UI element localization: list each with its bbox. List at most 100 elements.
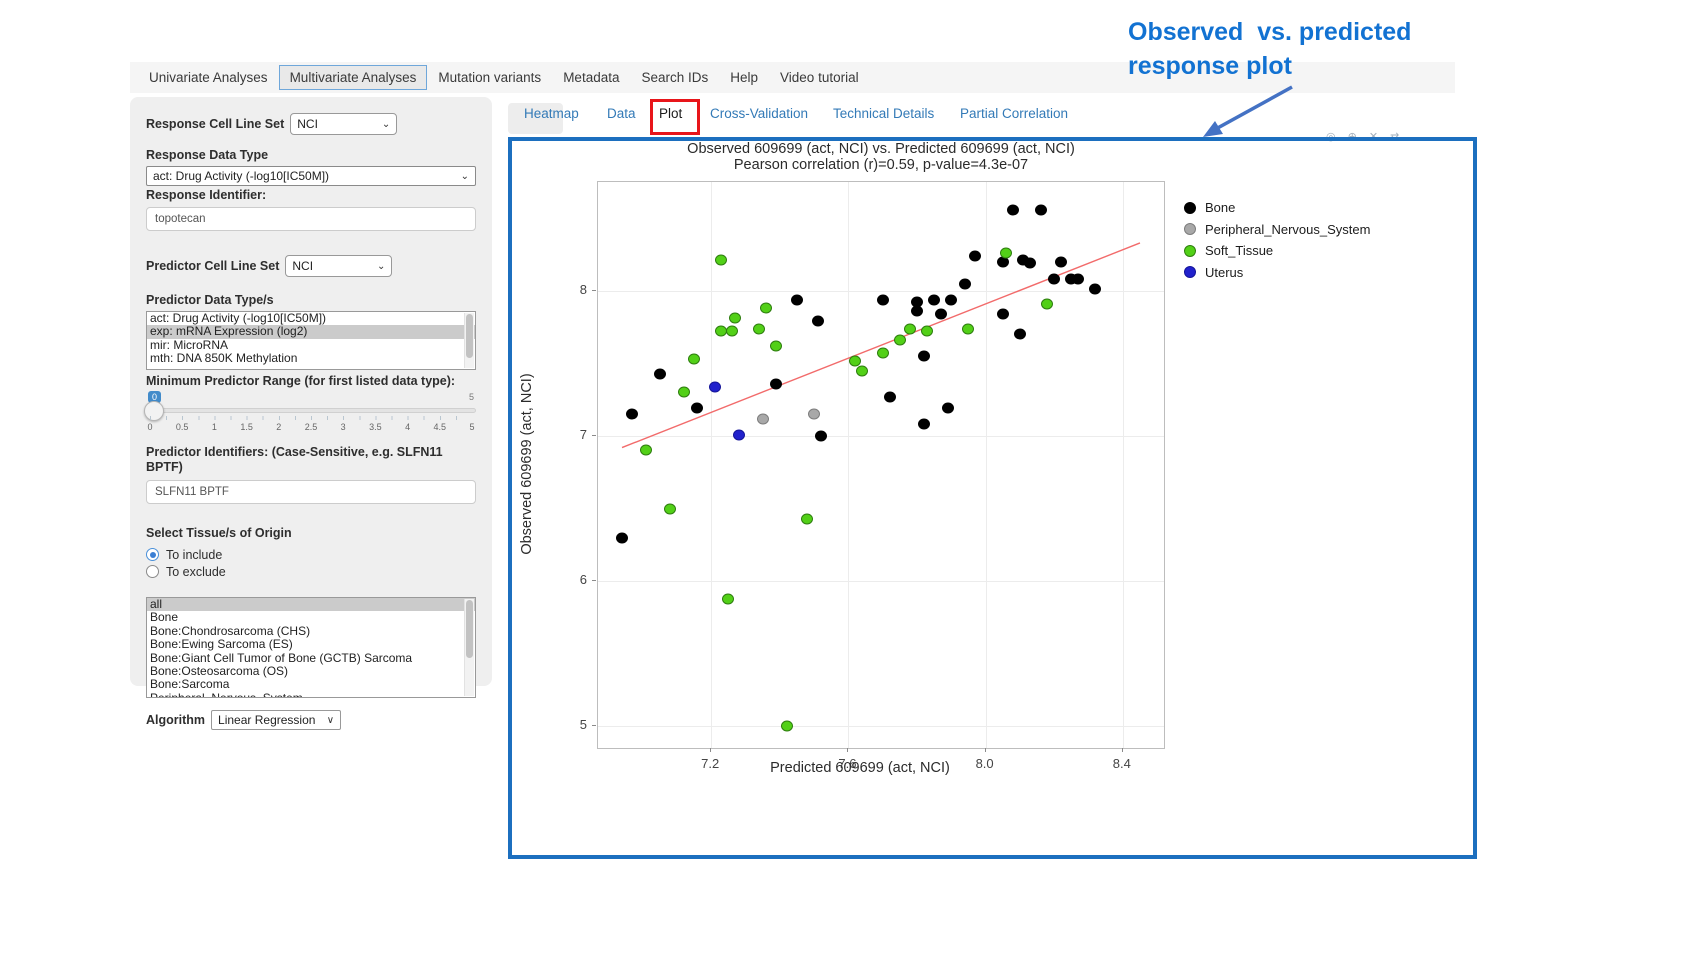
listbox-option-bone-sarcoma[interactable]: Bone:Sarcoma (150, 677, 230, 692)
radio-to-exclude[interactable]: To exclude (146, 563, 476, 580)
radio-button-icon[interactable] (146, 565, 159, 578)
gridline-y-6 (598, 581, 1164, 583)
listbox-option-bone-chondrosarcoma-chs[interactable]: Bone:Chondrosarcoma (CHS) (150, 623, 311, 638)
y-axis-title: Observed 609699 (act, NCI) (519, 373, 535, 555)
listbox-option-bone[interactable]: Bone (150, 610, 179, 625)
data-point-bone (935, 308, 948, 320)
slider-tick-3: 3 (340, 422, 346, 432)
data-point-bone (1089, 283, 1102, 295)
algorithm-select[interactable]: Linear Regression ∨ (211, 710, 342, 730)
response-identifier-input[interactable]: topotecan (146, 207, 476, 231)
response-cell-line-set-select[interactable]: NCI ⌄ (290, 113, 398, 135)
legend-item-peripheral-nervous-system[interactable]: Peripheral_Nervous_System (1184, 219, 1370, 241)
x-tick-mark (984, 748, 986, 752)
gridline-x-8.4 (1122, 182, 1124, 748)
predictor-cell-line-set-select[interactable]: NCI ⌄ (285, 255, 393, 277)
listbox-scrollbar[interactable] (464, 599, 474, 696)
response-data-type-select[interactable]: act: Drug Activity (-log10[IC50M]) ⌄ (146, 166, 476, 186)
nav-tab-help[interactable]: Help (730, 70, 759, 85)
listbox-option-peripheral-nervous-system[interactable]: Peripheral_Nervous_System (150, 690, 303, 698)
nav-tab-video-tutorial[interactable]: Video tutorial (780, 70, 859, 85)
data-point-bone (811, 315, 824, 327)
data-point-soft-tissue (677, 386, 690, 398)
x-tick-mark (710, 748, 712, 752)
chart-plot-panel (597, 181, 1165, 749)
legend-label: Bone (1205, 200, 1236, 216)
listbox-option-bone-ewing-sarcoma-es[interactable]: Bone:Ewing Sarcoma (ES) (150, 637, 293, 652)
slider-tick-5: 5 (469, 422, 475, 432)
listbox-option-act-drug-activity-log10-ic50m[interactable]: act: Drug Activity (-log10[IC50M]) (150, 311, 327, 325)
data-point-soft-tissue (664, 503, 677, 515)
listbox-option-bone-giant-cell-tumor-of-bone-gctb-sarcoma[interactable]: Bone:Giant Cell Tumor of Bone (GCTB) Sar… (150, 650, 413, 665)
close-icon[interactable]: ✕ (1368, 131, 1379, 143)
data-point-soft-tissue (688, 353, 701, 365)
subtab-heatmap[interactable]: Heatmap (524, 106, 579, 121)
listbox-option-mir-microrna[interactable]: mir: MicroRNA (150, 337, 228, 352)
subtab-plot[interactable]: Plot (659, 106, 683, 121)
nav-tab-metadata[interactable]: Metadata (563, 70, 620, 85)
slider-tick-labels: 0 0.5 1 1.5 2 2.5 3 3.5 4 4.5 5 (147, 422, 475, 434)
data-point-bone (1055, 256, 1068, 268)
slider-tick-0: 0 (147, 422, 153, 432)
subtab-cross-validation[interactable]: Cross-Validation (710, 106, 809, 121)
data-point-soft-tissue (760, 302, 773, 314)
scrollbar-thumb[interactable] (466, 314, 473, 358)
slider-tick-4: 4 (405, 422, 411, 432)
gridline-x-7.6 (848, 182, 850, 748)
subtab-technical-details[interactable]: Technical Details (833, 106, 935, 121)
y-tick-label: 6 (579, 572, 587, 588)
listbox-option-exp-mrna-expression-log2[interactable]: exp: mRNA Expression (log2) (147, 324, 475, 339)
pan-icon[interactable]: ⇄ (1390, 131, 1400, 143)
nav-tab-search-ids[interactable]: Search IDs (641, 70, 709, 85)
legend-item-bone[interactable]: Bone (1184, 197, 1370, 219)
legend-item-uterus[interactable]: Uterus (1184, 262, 1370, 284)
data-point-soft-tissue (770, 340, 783, 352)
nav-tab-mutation-variants[interactable]: Mutation variants (438, 70, 542, 85)
tissue-origin-listbox[interactable]: all Bone Bone:Chondrosarcoma (CHS) Bone:Ewi… (146, 597, 476, 698)
gridline-x-8 (985, 182, 987, 748)
y-tick-mark (592, 289, 596, 291)
scrollbar-thumb[interactable] (466, 600, 473, 658)
data-point-bone (770, 378, 783, 390)
radio-to-include[interactable]: To include (146, 546, 476, 563)
response-identifier-label: Response Identifier: (146, 188, 267, 202)
data-point-bone (959, 278, 972, 290)
nav-tab-univariate-analyses[interactable]: Univariate Analyses (149, 70, 268, 85)
listbox-option-bone-osteosarcoma-os[interactable]: Bone:Osteosarcoma (OS) (150, 664, 289, 679)
predictor-identifiers-input[interactable]: SLFN11 BPTF (146, 480, 476, 504)
nav-tab-multivariate-analyses[interactable]: Multivariate Analyses (278, 65, 428, 90)
zoom-icon[interactable]: ⊕ (1347, 131, 1357, 143)
listbox-scrollbar[interactable] (464, 313, 474, 368)
data-point-soft-tissue (725, 325, 738, 337)
data-point-soft-tissue (876, 347, 889, 359)
slider-tick-1.5: 1.5 (240, 422, 253, 432)
listbox-option-mth-dna-850k-methylation[interactable]: mth: DNA 850K Methylation (150, 351, 298, 366)
legend-marker-icon (1184, 201, 1196, 214)
chevron-down-icon: ⌄ (381, 118, 391, 130)
min-predictor-range-label: Minimum Predictor Range (for first liste… (146, 374, 456, 388)
slider-max-label: 5 (468, 392, 474, 402)
min-predictor-range-slider[interactable]: 0 5 0 0.5 1 1.5 2 2.5 3 3.5 4 4.5 5 (144, 391, 476, 437)
radio-label: To exclude (166, 564, 226, 579)
legend-label: Uterus (1205, 264, 1244, 280)
radio-button-icon[interactable] (146, 548, 159, 561)
listbox-option-all[interactable]: all (147, 598, 475, 612)
chevron-down-icon: ⌄ (460, 170, 469, 182)
camera-icon[interactable]: ◎ (1326, 131, 1336, 143)
chart-legend: Bone Peripheral_Nervous_System Soft_Tissue… (1184, 197, 1370, 283)
slider-track[interactable] (146, 408, 476, 413)
subtab-data[interactable]: Data (607, 106, 636, 121)
data-point-bone (1072, 273, 1085, 285)
data-point-bone (790, 294, 803, 306)
data-point-bone (1013, 328, 1026, 340)
x-tick-mark (847, 748, 849, 752)
tissue-origin-radios: To include To exclude (146, 546, 476, 580)
predictor-data-types-listbox[interactable]: act: Drug Activity (-log10[IC50M]) exp: m… (146, 311, 476, 370)
subtab-partial-correlation[interactable]: Partial Correlation (960, 106, 1069, 121)
legend-item-soft-tissue[interactable]: Soft_Tissue (1184, 240, 1370, 262)
annotation-title-line1: Observed vs. predicted (1128, 18, 1412, 46)
predictor-cell-line-set-label: Predictor Cell Line Set (146, 258, 280, 273)
data-point-bone (626, 408, 639, 420)
radio-label: To include (166, 547, 223, 562)
panel-fragment (508, 103, 563, 134)
